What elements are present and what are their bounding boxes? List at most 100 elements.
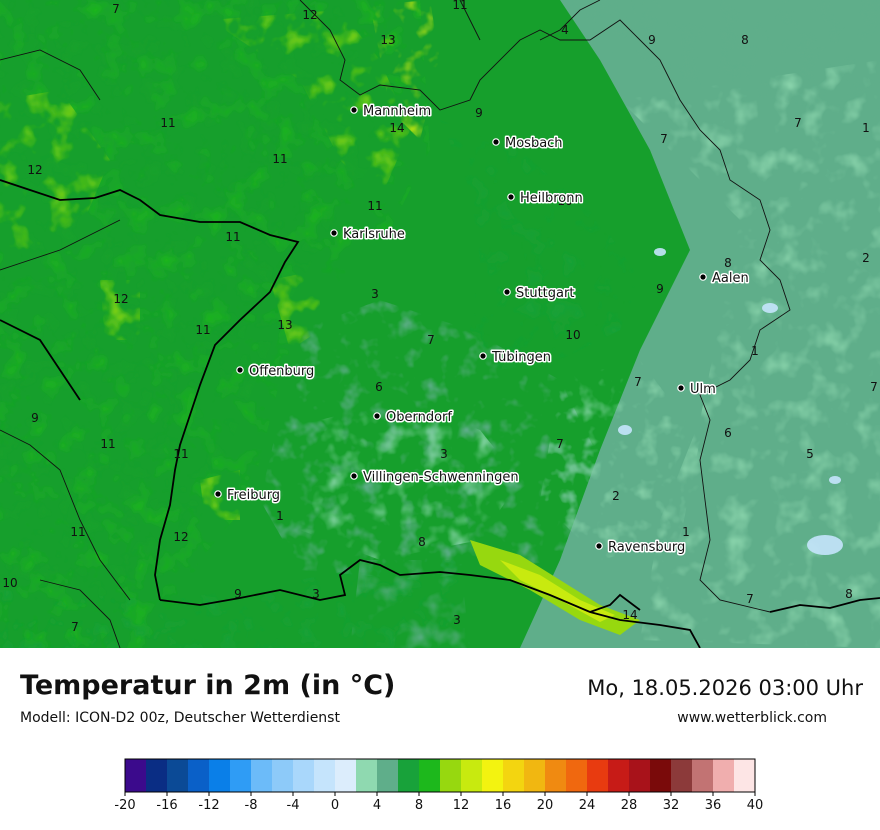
temperature-label: 9 [234, 587, 242, 601]
legend-tick-label: 4 [373, 798, 381, 813]
legend-swatch [398, 759, 420, 792]
temperature-label: 11 [173, 447, 188, 461]
legend-swatch [335, 759, 357, 792]
legend-swatch [293, 759, 315, 792]
legend-swatch [566, 759, 588, 792]
temperature-label: 1 [682, 525, 690, 539]
model-info: Modell: ICON-D2 00z, Deutscher Wetterdie… [20, 710, 340, 726]
temperature-label: 11 [452, 0, 467, 12]
legend-tick-label: 36 [705, 798, 722, 813]
legend-frame [124, 758, 756, 793]
city-label: Offenburg [249, 364, 314, 379]
city-label-halo: Oberndorf [386, 410, 452, 425]
legend-tick-label: 32 [663, 798, 680, 813]
legend-swatch [713, 759, 735, 792]
legend-tick-label: 24 [579, 798, 596, 813]
city-dot [350, 472, 358, 480]
city-marker: Villingen-SchwenningenVillingen-Schwenni… [350, 469, 520, 487]
city-label: Karlsruhe [343, 227, 405, 242]
city-dot [330, 229, 338, 237]
legend-tick-label: 40 [747, 798, 764, 813]
temperature-label: 11 [100, 437, 115, 451]
temperature-label: 3 [312, 587, 320, 601]
legend-swatch [209, 759, 231, 792]
legend-swatch [629, 759, 651, 792]
temperature-label: 7 [427, 333, 435, 347]
forecast-datetime: Mo, 18.05.2026 03:00 Uhr [587, 676, 863, 700]
map-footer: Temperatur in 2m (in °C) Modell: ICON-D2… [0, 648, 880, 830]
city-label-halo: Aalen [712, 271, 749, 286]
city-dot [699, 273, 707, 281]
temperature-label: 9 [656, 282, 664, 296]
city-label-halo: Freiburg [227, 488, 280, 503]
city-dot [492, 138, 500, 146]
temperature-label: 7 [794, 116, 802, 130]
temperature-field [0, 0, 880, 648]
legend-swatch [587, 759, 609, 792]
legend-swatch [545, 759, 567, 792]
legend-swatch [167, 759, 189, 792]
legend-tick-label: -16 [156, 798, 177, 813]
temperature-label: 8 [724, 256, 732, 270]
legend-swatch [377, 759, 399, 792]
city-dot [507, 193, 515, 201]
temperature-label: 11 [367, 199, 382, 213]
city-dot [479, 352, 487, 360]
temperature-label: 10 [2, 576, 17, 590]
city-label: Aalen [712, 271, 749, 286]
legend-swatch [125, 759, 147, 792]
temperature-label: 7 [556, 437, 564, 451]
legend-swatch [692, 759, 714, 792]
temperature-label: 8 [418, 535, 426, 549]
temperature-label: 12 [27, 163, 42, 177]
legend-swatch [188, 759, 210, 792]
temperature-label: 11 [225, 230, 240, 244]
city-label-halo: Offenburg [249, 364, 314, 379]
legend-swatch [671, 759, 693, 792]
temperature-label: 13 [277, 318, 292, 332]
state-border-lines [0, 0, 791, 648]
city-label-halo: Mannheim [363, 104, 431, 119]
temperature-label: 9 [31, 411, 39, 425]
legend-swatch [461, 759, 483, 792]
city-label: Mannheim [363, 104, 431, 119]
temperature-label: 4 [561, 23, 569, 37]
temperature-label: 13 [380, 33, 395, 47]
legend-swatch [419, 759, 441, 792]
temperature-label: 5 [806, 447, 814, 461]
legend-swatch [356, 759, 378, 792]
city-dot [350, 106, 358, 114]
temperature-label: 12 [173, 530, 188, 544]
legend-tick-label: 8 [415, 798, 423, 813]
temperature-label: 10 [557, 194, 572, 208]
legend-swatch [146, 759, 168, 792]
legend-swatch [608, 759, 630, 792]
temperature-label: 12 [302, 8, 317, 22]
city-label-halo: Villingen-Schwenningen [363, 470, 519, 485]
city-label: Tübingen [491, 350, 551, 365]
city-label-halo: Stuttgart [516, 286, 574, 301]
legend-swatch [734, 759, 756, 792]
city-label-halo: Ravensburg [608, 540, 685, 555]
weather-map: 7 12 11 13 4 9 8 11 14 9 7 7 1 12 11 11 10 11 8 2 12 3 9 13 11 7 1… [0, 0, 880, 648]
temperature-label: 8 [741, 33, 749, 47]
temperature-label: 6 [724, 426, 732, 440]
city-dot [595, 542, 603, 550]
temperature-label: 2 [862, 251, 870, 265]
legend-tick-label: 16 [495, 798, 512, 813]
city-dot [503, 288, 511, 296]
legend-tick-label: -20 [114, 798, 135, 813]
city-label: Stuttgart [516, 286, 574, 301]
temperature-label: 6 [375, 380, 383, 394]
temperature-label: 3 [371, 287, 379, 301]
temperature-label: 1 [276, 509, 284, 523]
temperature-label: 11 [70, 525, 85, 539]
legend-tick-label: -4 [287, 798, 300, 813]
city-label-halo: Ulm [690, 382, 716, 397]
legend-swatch [440, 759, 462, 792]
